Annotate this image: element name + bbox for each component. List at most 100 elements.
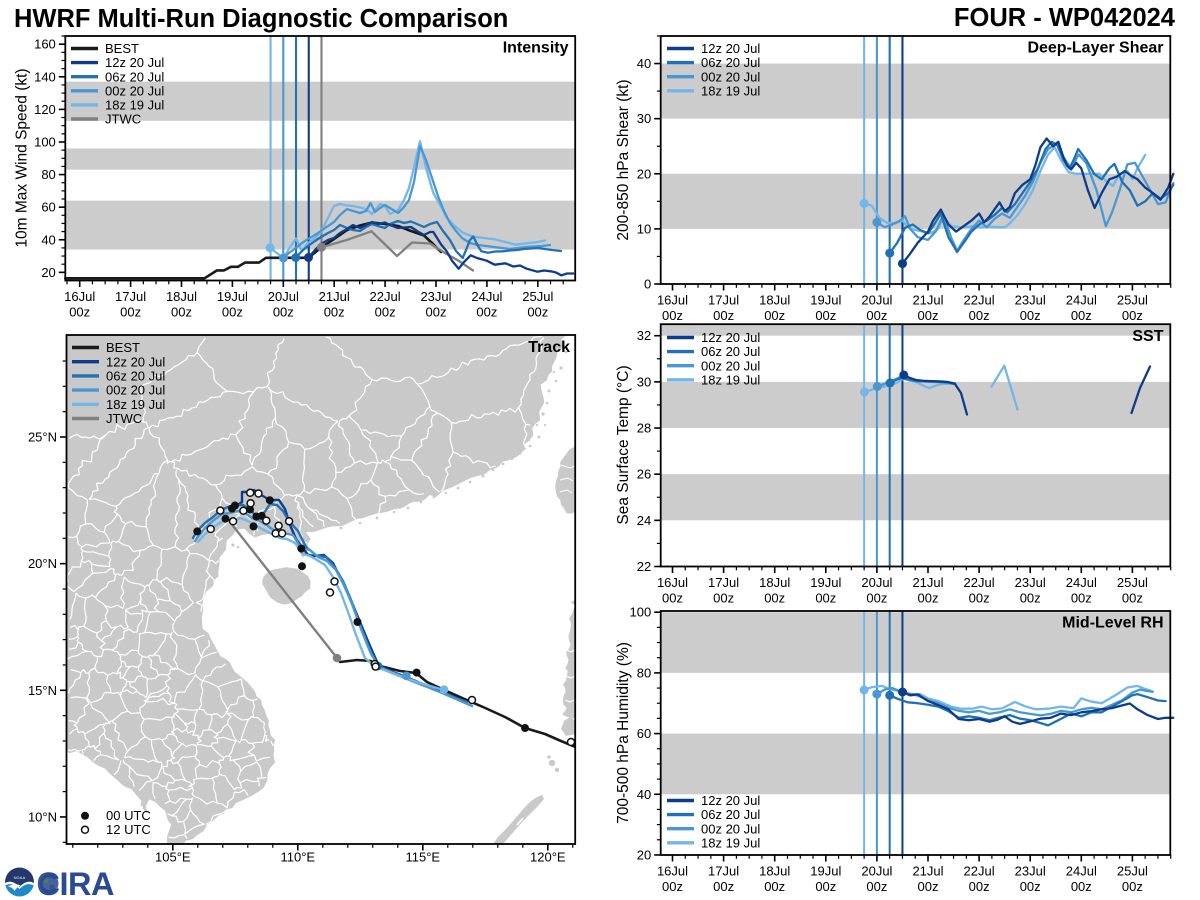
svg-text:00z: 00z (476, 305, 497, 320)
svg-text:12 UTC: 12 UTC (106, 822, 151, 837)
svg-text:00z: 00z (764, 879, 785, 894)
svg-text:19Jul: 19Jul (810, 293, 841, 308)
svg-text:25Jul: 25Jul (1117, 864, 1148, 879)
svg-text:00z: 00z (866, 591, 887, 606)
svg-text:00z: 00z (969, 879, 990, 894)
svg-text:00z 20 Jul: 00z 20 Jul (105, 83, 164, 98)
svg-text:00z 20 Jul: 00z 20 Jul (106, 383, 165, 398)
svg-text:18z 19 Jul: 18z 19 Jul (106, 397, 165, 412)
svg-text:22: 22 (637, 559, 651, 574)
svg-text:20: 20 (41, 265, 55, 280)
svg-text:JTWC: JTWC (106, 411, 142, 426)
svg-text:12z 20 Jul: 12z 20 Jul (106, 354, 165, 369)
svg-text:22Jul: 22Jul (964, 293, 995, 308)
svg-text:00z: 00z (120, 305, 141, 320)
svg-text:00z: 00z (171, 305, 192, 320)
svg-text:00z: 00z (764, 308, 785, 323)
svg-text:00z: 00z (426, 305, 447, 320)
svg-text:00z: 00z (713, 308, 734, 323)
svg-text:00z: 00z (662, 879, 683, 894)
svg-text:00z: 00z (969, 591, 990, 606)
svg-text:0: 0 (644, 277, 651, 292)
svg-text:100: 100 (629, 605, 651, 620)
svg-text:25Jul: 25Jul (522, 289, 553, 304)
svg-text:40: 40 (41, 232, 55, 247)
svg-text:10m Max Wind Speed (kt): 10m Max Wind Speed (kt) (14, 68, 31, 247)
svg-text:00z 20 Jul: 00z 20 Jul (701, 358, 760, 373)
svg-text:25°N: 25°N (28, 430, 57, 445)
svg-text:18z 19 Jul: 18z 19 Jul (701, 372, 760, 387)
svg-text:00z: 00z (866, 879, 887, 894)
svg-text:00z: 00z (1122, 308, 1143, 323)
svg-text:JTWC: JTWC (105, 112, 141, 127)
svg-text:00z: 00z (375, 305, 396, 320)
svg-text:23Jul: 23Jul (420, 289, 451, 304)
svg-text:Mid-Level RH: Mid-Level RH (1062, 615, 1163, 632)
svg-text:115°E: 115°E (405, 850, 440, 865)
svg-text:17Jul: 17Jul (708, 864, 739, 879)
svg-text:22Jul: 22Jul (964, 864, 995, 879)
svg-text:16Jul: 16Jul (657, 293, 688, 308)
svg-text:15°N: 15°N (28, 683, 57, 698)
svg-text:19Jul: 19Jul (217, 289, 248, 304)
svg-text:100: 100 (34, 135, 56, 150)
svg-text:00z: 00z (815, 879, 836, 894)
svg-text:06z 20 Jul: 06z 20 Jul (701, 55, 760, 70)
svg-text:24Jul: 24Jul (1066, 293, 1097, 308)
svg-text:10: 10 (637, 221, 651, 236)
svg-text:00z: 00z (1122, 879, 1143, 894)
svg-text:06z 20 Jul: 06z 20 Jul (105, 69, 164, 84)
svg-text:18z 19 Jul: 18z 19 Jul (105, 98, 164, 113)
svg-text:32: 32 (637, 328, 651, 343)
svg-text:18Jul: 18Jul (166, 289, 197, 304)
svg-text:20Jul: 20Jul (268, 289, 299, 304)
svg-text:20Jul: 20Jul (861, 575, 892, 590)
svg-text:NOAA: NOAA (14, 875, 26, 880)
svg-text:Track: Track (528, 339, 570, 356)
svg-text:Sea Surface Temp (°C): Sea Surface Temp (°C) (615, 365, 632, 524)
svg-text:80: 80 (41, 167, 55, 182)
svg-text:00z: 00z (1071, 591, 1092, 606)
svg-text:21Jul: 21Jul (912, 575, 943, 590)
svg-text:60: 60 (637, 726, 651, 741)
svg-text:18Jul: 18Jul (759, 864, 790, 879)
svg-text:00z 20 Jul: 00z 20 Jul (701, 69, 760, 84)
svg-text:23Jul: 23Jul (1015, 575, 1046, 590)
svg-text:19Jul: 19Jul (810, 864, 841, 879)
svg-text:00z: 00z (969, 308, 990, 323)
svg-text:00z 20 Jul: 00z 20 Jul (701, 821, 760, 836)
svg-text:SST: SST (1132, 328, 1163, 345)
svg-text:700-500 hPa Humidity (%): 700-500 hPa Humidity (%) (615, 642, 632, 824)
svg-text:00z: 00z (918, 308, 939, 323)
svg-text:00z: 00z (662, 308, 683, 323)
svg-text:19Jul: 19Jul (810, 575, 841, 590)
svg-text:00z: 00z (713, 879, 734, 894)
svg-text:06z 20 Jul: 06z 20 Jul (701, 807, 760, 822)
svg-text:120: 120 (34, 102, 56, 117)
svg-text:18Jul: 18Jul (759, 293, 790, 308)
svg-text:00z: 00z (1071, 879, 1092, 894)
svg-text:00z: 00z (815, 591, 836, 606)
svg-text:12z 20 Jul: 12z 20 Jul (701, 793, 760, 808)
svg-text:25Jul: 25Jul (1117, 293, 1148, 308)
svg-text:25Jul: 25Jul (1117, 575, 1148, 590)
svg-text:105°E: 105°E (155, 850, 191, 865)
svg-text:00z: 00z (324, 305, 345, 320)
svg-text:120°E: 120°E (530, 850, 566, 865)
svg-text:06z 20 Jul: 06z 20 Jul (106, 369, 165, 384)
svg-text:24Jul: 24Jul (1066, 864, 1097, 879)
svg-text:20: 20 (637, 166, 651, 181)
svg-text:FOUR - WP042024: FOUR - WP042024 (954, 4, 1176, 32)
svg-text:17Jul: 17Jul (708, 575, 739, 590)
svg-text:HWRF Multi-Run Diagnostic Comp: HWRF Multi-Run Diagnostic Comparison (14, 5, 508, 33)
svg-text:00 UTC: 00 UTC (106, 808, 151, 823)
svg-text:Deep-Layer Shear: Deep-Layer Shear (1027, 40, 1163, 57)
svg-text:26: 26 (637, 467, 651, 482)
svg-text:00z: 00z (764, 591, 785, 606)
svg-text:16Jul: 16Jul (657, 575, 688, 590)
svg-text:20: 20 (637, 848, 651, 863)
svg-text:00z: 00z (713, 591, 734, 606)
svg-text:30: 30 (637, 111, 651, 126)
svg-text:30: 30 (637, 374, 651, 389)
svg-text:24Jul: 24Jul (1066, 575, 1097, 590)
